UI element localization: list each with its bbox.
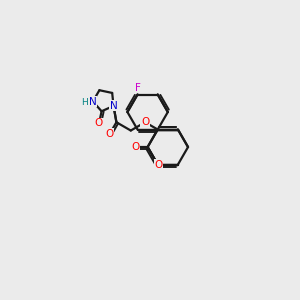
- Text: F: F: [135, 83, 141, 93]
- Text: O: O: [131, 142, 139, 152]
- Text: O: O: [95, 118, 103, 128]
- Text: O: O: [154, 160, 162, 170]
- Text: N: N: [89, 97, 97, 106]
- Text: H: H: [81, 98, 88, 107]
- Text: O: O: [106, 129, 114, 139]
- Text: N: N: [110, 101, 117, 111]
- Text: O: O: [141, 117, 149, 127]
